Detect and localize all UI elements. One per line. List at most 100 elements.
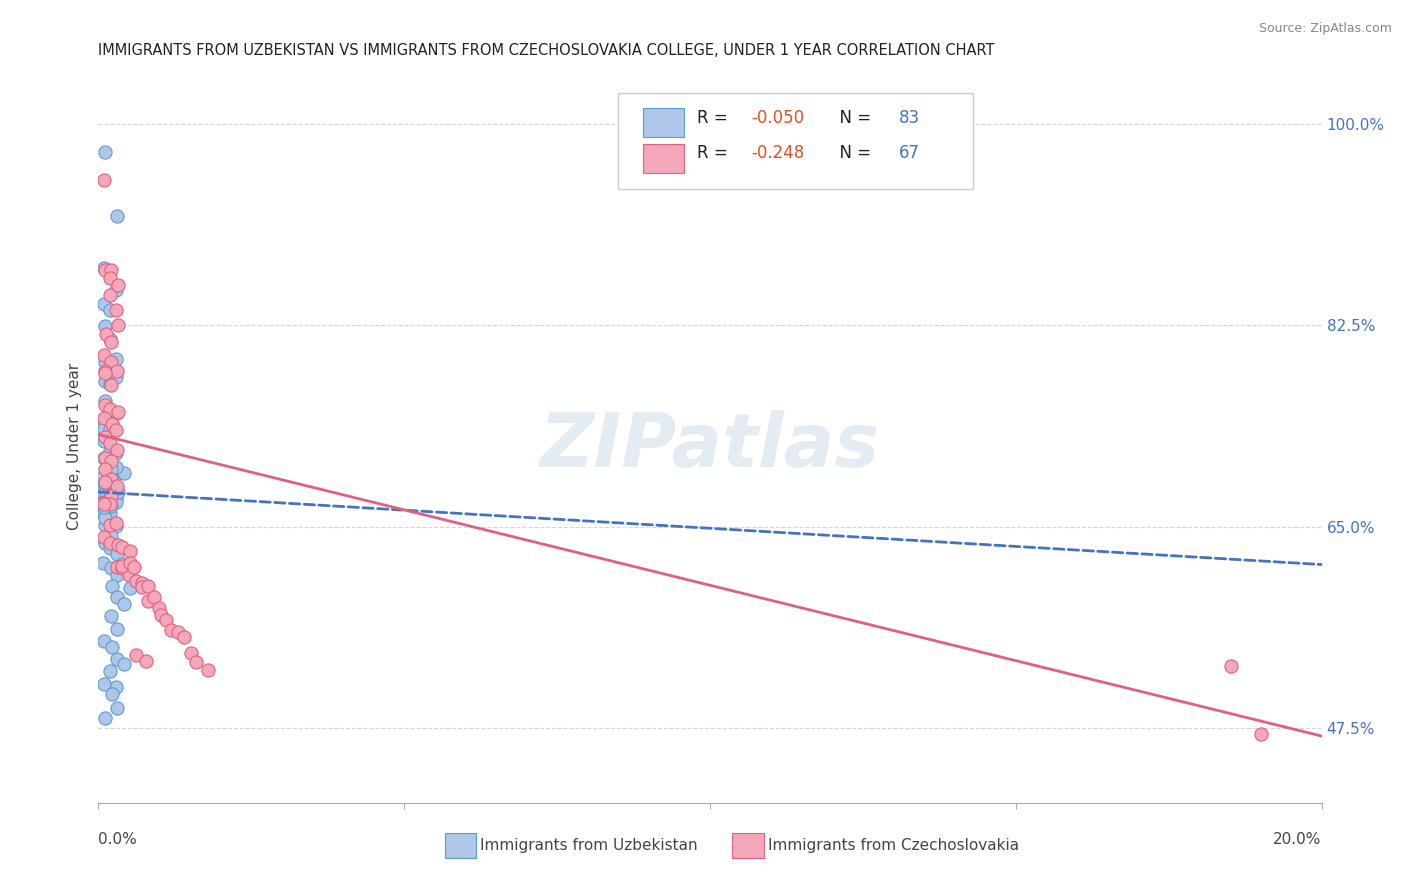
Point (105, 283, 128, 297)
Point (93, 496, 115, 510)
Point (94, 374, 117, 388)
Point (105, 479, 128, 493)
Text: N =: N = (828, 109, 876, 127)
Point (105, 491, 128, 505)
Point (98, 536, 121, 550)
Point (180, 646, 202, 660)
Point (94, 430, 117, 444)
Point (93, 500, 115, 515)
Point (1219, 658, 1241, 673)
Point (149, 608, 172, 623)
Point (197, 663, 219, 677)
Point (98, 422, 121, 436)
Point (125, 648, 148, 662)
Point (93, 414, 115, 428)
Point (94, 145, 117, 160)
FancyBboxPatch shape (619, 93, 973, 189)
Point (94, 450, 117, 465)
Point (100, 458, 122, 473)
Point (98, 664, 121, 678)
Point (104, 495, 127, 509)
Point (94, 398, 117, 412)
Point (100, 499, 122, 513)
Point (105, 701, 128, 715)
Point (125, 574, 148, 588)
Text: Immigrants from Czechoslovakia: Immigrants from Czechoslovakia (768, 838, 1018, 853)
Point (100, 354, 122, 368)
Point (131, 580, 153, 594)
Point (93, 422, 115, 436)
Point (101, 403, 124, 417)
Text: IMMIGRANTS FROM UZBEKISTAN VS IMMIGRANTS FROM CZECHOSLOVAKIA COLLEGE, UNDER 1 YE: IMMIGRANTS FROM UZBEKISTAN VS IMMIGRANTS… (98, 43, 995, 58)
Point (100, 436, 122, 450)
Point (93, 495, 115, 509)
Point (98, 270, 121, 285)
Point (94, 535, 117, 549)
Point (131, 576, 153, 591)
Point (100, 360, 122, 375)
Point (111, 561, 134, 575)
Point (148, 600, 170, 615)
Point (100, 262, 122, 277)
Text: -0.050: -0.050 (752, 109, 804, 127)
Point (100, 529, 122, 543)
Point (100, 444, 122, 458)
Point (100, 335, 122, 350)
Point (94, 367, 117, 381)
Text: R =: R = (696, 145, 733, 162)
Point (94, 461, 117, 475)
Point (100, 494, 122, 508)
Text: 67: 67 (898, 145, 920, 162)
Point (98, 541, 121, 555)
Point (94, 491, 117, 506)
Point (98, 497, 121, 511)
Point (105, 209, 128, 223)
Point (98, 288, 121, 302)
Point (93, 497, 115, 511)
Text: 0.0%: 0.0% (98, 831, 138, 847)
Point (100, 518, 122, 533)
Point (105, 516, 128, 530)
Text: N =: N = (828, 145, 876, 162)
Point (100, 472, 122, 486)
Point (100, 579, 122, 593)
Point (107, 485, 129, 500)
Point (94, 318, 117, 333)
Point (100, 417, 122, 432)
Point (104, 467, 127, 481)
Point (100, 514, 122, 528)
Point (100, 488, 122, 502)
Point (107, 538, 129, 552)
Point (100, 461, 122, 475)
Point (98, 482, 121, 496)
Point (173, 630, 195, 644)
Point (101, 538, 124, 552)
Point (111, 559, 134, 574)
Point (100, 687, 122, 701)
Point (93, 450, 115, 465)
Text: Source: ZipAtlas.com: Source: ZipAtlas.com (1258, 22, 1392, 36)
Point (94, 326, 117, 341)
Point (112, 597, 135, 611)
Point (107, 318, 129, 332)
Point (142, 590, 165, 604)
Point (94, 510, 117, 524)
Text: 83: 83 (898, 109, 920, 127)
Point (122, 560, 145, 574)
Point (93, 487, 115, 501)
Point (105, 681, 128, 695)
Text: -0.248: -0.248 (752, 145, 804, 162)
Point (105, 568, 128, 582)
Point (93, 556, 115, 570)
Point (105, 423, 128, 437)
Point (105, 518, 128, 533)
Point (111, 540, 134, 554)
Point (100, 302, 122, 317)
Point (100, 475, 122, 490)
Point (98, 401, 121, 416)
Text: Immigrants from Uzbekistan: Immigrants from Uzbekistan (479, 838, 697, 853)
Point (160, 623, 183, 637)
Point (94, 355, 117, 369)
Point (105, 442, 128, 457)
Point (111, 558, 134, 572)
